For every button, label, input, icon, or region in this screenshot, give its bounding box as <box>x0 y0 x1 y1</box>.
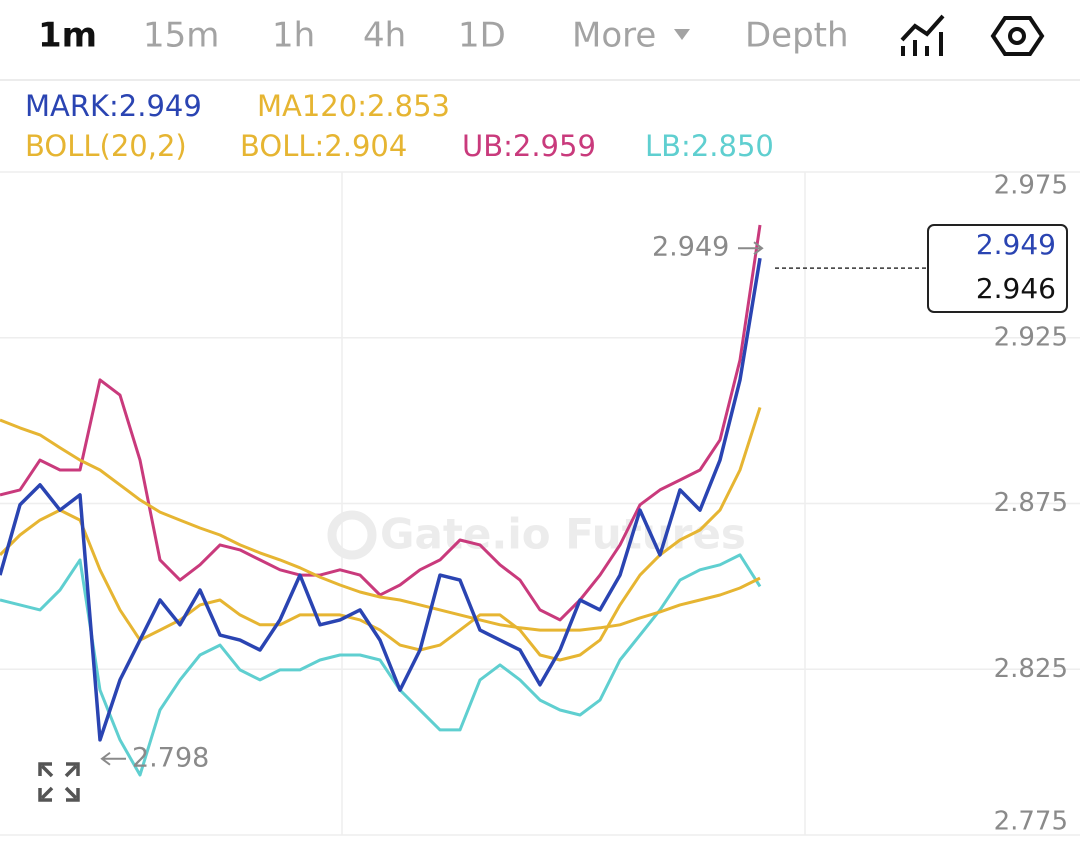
y-tick-label: 2.875 <box>994 488 1068 518</box>
indicator-icon[interactable] <box>900 14 945 56</box>
timeframe-tab[interactable]: 1m <box>38 16 97 56</box>
plot <box>0 224 762 777</box>
y-tick-label: 2.825 <box>994 654 1068 684</box>
fullscreen-icon[interactable] <box>38 762 80 802</box>
y-tick-label: 2.925 <box>994 322 1068 352</box>
series-line <box>0 224 762 622</box>
y-tick-label: 2.775 <box>994 807 1068 837</box>
depth-tab[interactable]: Depth <box>745 16 849 56</box>
series-line <box>0 418 761 632</box>
toolbar: More Depth 1m 15m 1h 4h 1D <box>0 14 1080 81</box>
timeframe-tab[interactable]: 1D <box>458 16 506 56</box>
timeframe-tab[interactable]: 1h <box>272 16 315 56</box>
timeframe-tab[interactable]: 15m <box>143 16 219 56</box>
low-arrow <box>100 751 126 766</box>
watermark: Gate.io Futures <box>327 510 746 560</box>
price-box <box>927 224 1068 313</box>
legend-entry: MA120:2.853 <box>257 89 450 123</box>
more-tab[interactable]: More <box>572 16 656 56</box>
series-line <box>0 553 762 777</box>
series-line <box>0 257 762 742</box>
high-arrow <box>738 241 764 255</box>
mark-price: 2.949 <box>976 228 1056 261</box>
watermark-text: Gate.io Futures <box>380 510 746 559</box>
indicator-params: BOLL(20,2) <box>25 129 187 163</box>
last-price: 2.946 <box>976 272 1056 305</box>
grid <box>0 171 1080 836</box>
y-tick-label: 2.975 <box>994 171 1068 201</box>
legend-entry: LB:2.850 <box>645 129 774 163</box>
settings-icon[interactable] <box>990 16 1045 56</box>
dropdown-arrow[interactable] <box>674 29 690 40</box>
legend-entry: MARK:2.949 <box>25 89 202 123</box>
timeframe-tab[interactable]: 4h <box>363 16 406 56</box>
legend-entry: UB:2.959 <box>462 129 596 163</box>
high-label: 2.949 <box>652 232 729 263</box>
watermark-logo <box>327 510 377 560</box>
series-line <box>0 406 762 662</box>
legend-entry: BOLL:2.904 <box>240 129 407 163</box>
low-label: 2.798 <box>132 742 209 773</box>
